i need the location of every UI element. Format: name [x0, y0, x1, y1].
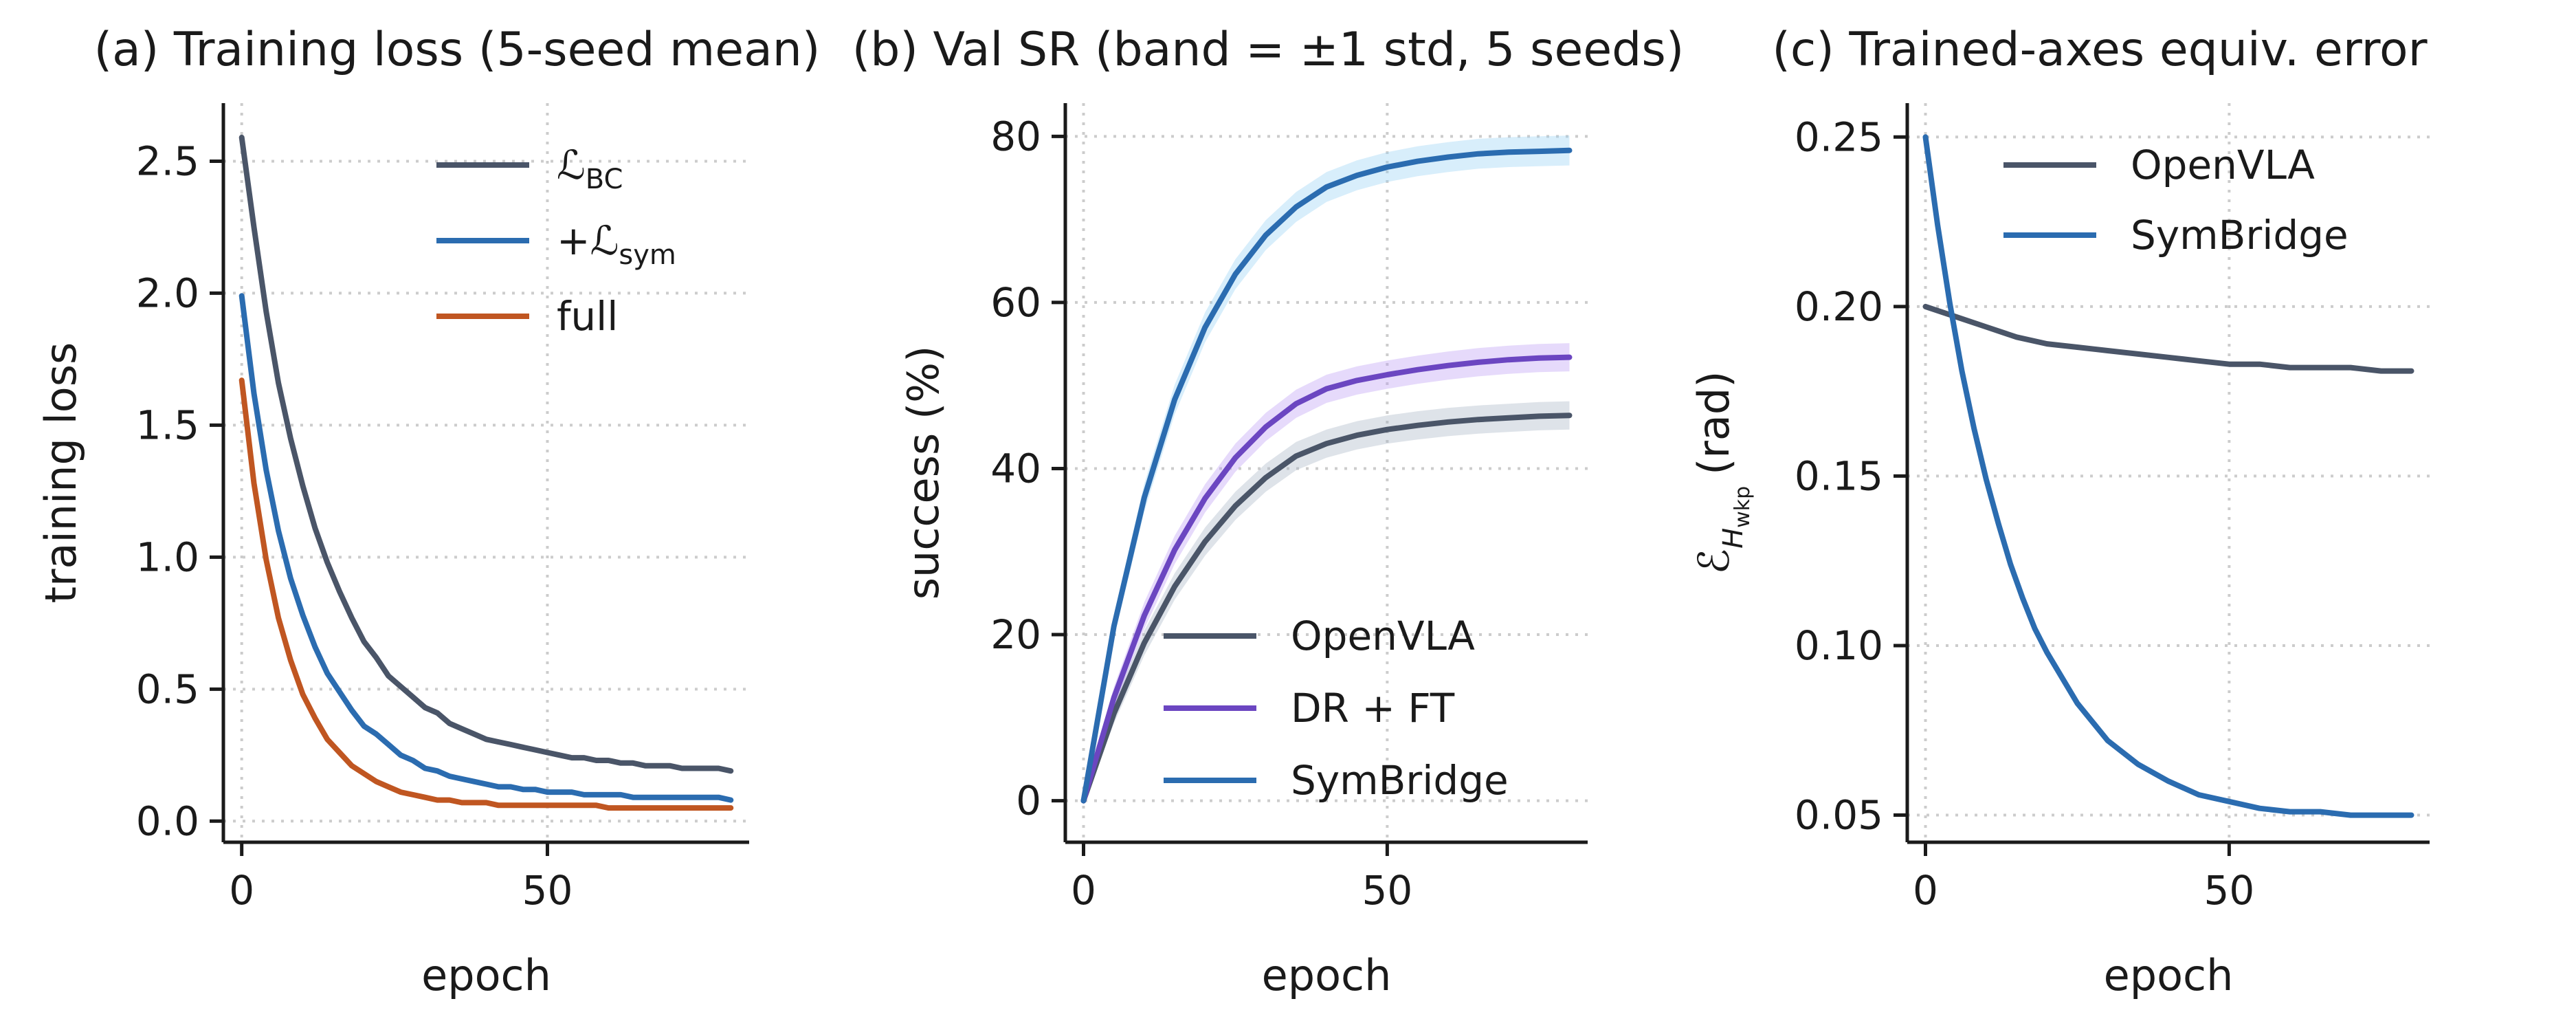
x-tick-label: 50 [2203, 867, 2254, 914]
y-axis-label: training loss [36, 342, 86, 604]
legend-label-2: SymBridge [1291, 757, 1509, 804]
legend-name: full [557, 293, 618, 340]
x-tick-label: 0 [229, 867, 254, 914]
y-tick-label: 0.15 [1795, 452, 1883, 499]
panel-title: (b) Val SR (band = ±1 std, 5 seeds) [852, 23, 1685, 77]
legend: OpenVLA DR + FT SymBridge [1164, 613, 1509, 804]
series-line-2 [238, 377, 734, 811]
ylabel-symbol: ℰ [1689, 549, 1739, 575]
x-axis-label: epoch [421, 950, 551, 1000]
y-tick-label: 0 [1016, 778, 1041, 824]
y-tick-label: 1.5 [136, 402, 199, 448]
panel-training-loss: 0 50 0.0 0.5 1.0 1.5 2.0 2.5 (a) Training loss (… [36, 23, 820, 1000]
y-tick-label: 60 [990, 279, 1041, 326]
series-line-2 [1080, 147, 1573, 804]
legend-name: OpenVLA [2131, 142, 2315, 188]
y-tick-label: 0.05 [1795, 792, 1883, 839]
x-tick-label: 0 [1071, 867, 1096, 914]
x-axis-label: epoch [2104, 950, 2234, 1000]
legend-name: SymBridge [1291, 757, 1509, 804]
y-tick-label: 40 [990, 445, 1041, 492]
y-tick-label: 0.0 [136, 798, 199, 844]
y-tick-label: 0.5 [136, 666, 199, 712]
y-axis-label: ℰHwkp (rad) [1689, 371, 1755, 575]
x-tick-label: 50 [1362, 867, 1412, 914]
legend-label-0: OpenVLA [2131, 142, 2315, 188]
series-line-0 [238, 134, 734, 774]
y-tick-label: 0.25 [1795, 113, 1883, 160]
legend-name: DR + FT [1291, 685, 1455, 732]
legend-label-2: full [557, 293, 618, 340]
legend-name: ℒ [557, 142, 586, 188]
series-line-0 [1080, 413, 1573, 804]
series-line-1 [238, 293, 734, 803]
legend: OpenVLA SymBridge [2003, 142, 2349, 259]
panel-equiv-error: 0 50 0.05 0.10 0.15 0.20 0.25 (c) Trained-axes … [1689, 23, 2430, 1000]
panel-title: (c) Trained-axes equiv. error [1772, 23, 2427, 77]
panel-val-sr: 0 50 0 20 40 60 80 (b) Val SR (band = ±1 std, 5… [852, 23, 1685, 1000]
legend-label-0: ℒBC [557, 142, 623, 195]
panel-title: (a) Training loss (5-seed mean) [94, 23, 821, 77]
y-tick-label: 2.5 [136, 138, 199, 184]
y-tick-label: 80 [990, 113, 1041, 160]
x-tick-label: 50 [522, 867, 573, 914]
x-tick-label: 0 [1913, 867, 1938, 914]
ylabel-subsub: wkp [1731, 486, 1755, 528]
legend-name-sub: sym [619, 239, 676, 271]
legend-label-0: OpenVLA [1291, 613, 1475, 659]
legend-label-1: DR + FT [1291, 685, 1455, 732]
legend-name: OpenVLA [1291, 613, 1475, 659]
legend-label-1: +ℒsym [557, 217, 676, 271]
y-axis-label: success (%) [898, 346, 948, 600]
x-axis-label: epoch [1262, 950, 1392, 1000]
y-tick-label: 1.0 [136, 534, 199, 580]
legend-name: SymBridge [2131, 212, 2349, 259]
ylabel-sub: H [1718, 528, 1749, 549]
series-line-1 [1922, 134, 2414, 818]
ylabel-unit: (rad) [1689, 371, 1739, 475]
y-tick-label: 0.20 [1795, 283, 1883, 330]
series-line-1 [1080, 354, 1573, 804]
legend-name-sub: BC [586, 164, 623, 195]
y-tick-label: 0.10 [1795, 622, 1883, 669]
y-tick-label: 2.0 [136, 270, 199, 316]
y-tick-label: 20 [990, 611, 1041, 658]
legend-label-1: SymBridge [2131, 212, 2349, 259]
series-line-0 [1922, 303, 2414, 374]
legend-name: +ℒ [557, 217, 619, 264]
